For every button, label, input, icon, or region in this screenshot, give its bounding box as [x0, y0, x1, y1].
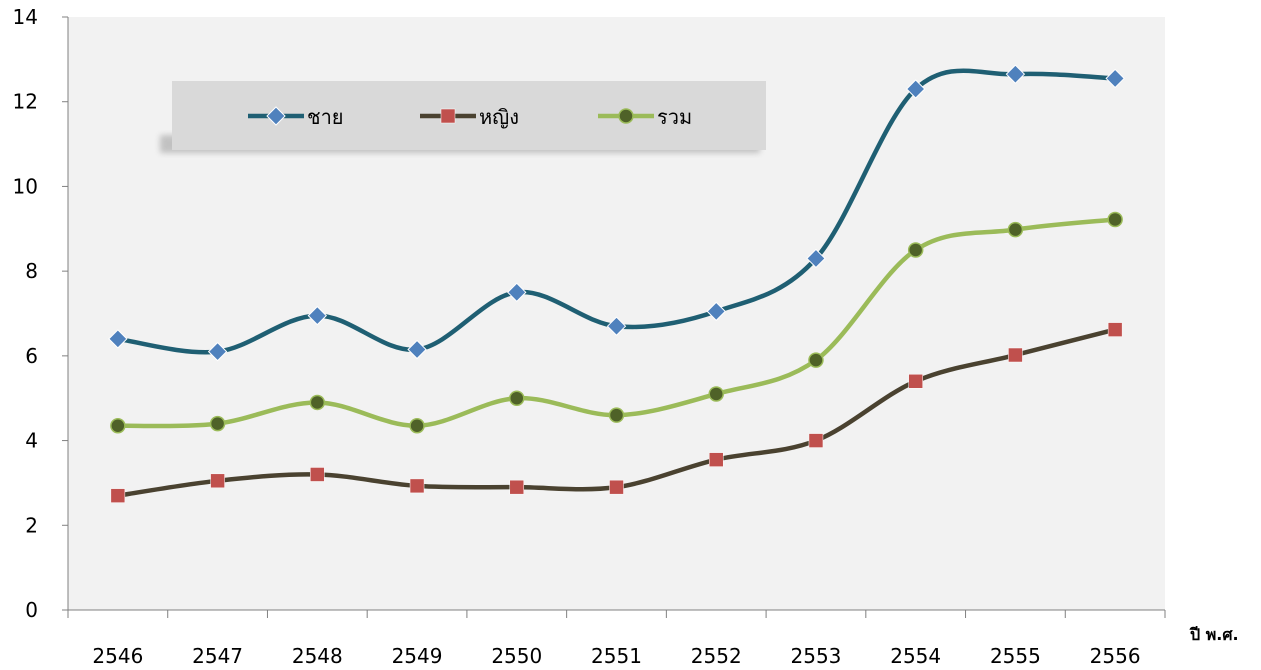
- axes: 0 2 4 6 8 10 12 14 2546 2547 2548 2549 2550 2551 2552 2…: [13, 5, 1166, 668]
- x-tick-label: 2551: [591, 644, 642, 668]
- x-tick-label: 2552: [691, 644, 742, 668]
- y-tick-label: 4: [25, 429, 38, 453]
- data-point: [1005, 64, 1026, 84]
- data-point: [110, 488, 126, 503]
- y-tick-label: 10: [13, 174, 38, 198]
- legend-entry: หญิง: [420, 105, 519, 129]
- legend-entry: ชาย: [248, 105, 344, 129]
- data-point: [507, 282, 527, 303]
- legend-entry: รวม: [598, 105, 692, 129]
- data-point: [808, 433, 824, 448]
- data-point: [509, 390, 525, 406]
- legend-label: หญิง: [479, 105, 519, 129]
- x-tick-label: 2554: [890, 644, 941, 668]
- y-tick-label: 8: [25, 259, 38, 283]
- data-point: [907, 242, 924, 258]
- data-point: [209, 415, 226, 432]
- data-point: [307, 305, 328, 326]
- y-tick-label: 14: [13, 5, 38, 29]
- series-layer: [108, 64, 1125, 503]
- x-tick-label: 2548: [292, 644, 343, 668]
- data-point: [706, 301, 726, 322]
- data-point: [1007, 221, 1024, 238]
- data-point: [310, 467, 325, 482]
- data-point: [207, 341, 228, 362]
- data-point: [509, 479, 525, 495]
- series-0: [108, 64, 1125, 362]
- data-point: [608, 407, 625, 423]
- series-2: [110, 211, 1123, 434]
- data-point: [1008, 347, 1023, 363]
- data-point: [409, 478, 425, 494]
- x-tick-label: 2546: [92, 644, 143, 668]
- legend-label: ชาย: [307, 105, 344, 129]
- legend: ชาย หญิง รวม: [160, 81, 766, 153]
- y-tick-label: 0: [25, 598, 38, 622]
- data-point: [407, 339, 427, 360]
- data-point: [708, 386, 724, 402]
- legend-swatch-marker: [440, 108, 456, 124]
- data-point: [808, 352, 824, 368]
- x-tick-label: 2556: [1090, 644, 1141, 668]
- data-point: [409, 417, 425, 434]
- legend-swatch-marker: [618, 108, 634, 124]
- x-tick-label: 2549: [392, 644, 443, 668]
- x-tick-label: 2547: [192, 644, 243, 668]
- x-tick-label: 2553: [791, 644, 842, 668]
- data-point: [606, 316, 627, 336]
- y-tick-label: 6: [25, 344, 38, 368]
- data-point: [905, 79, 926, 99]
- data-point: [1105, 68, 1125, 89]
- legend-label: รวม: [657, 105, 692, 129]
- data-point: [806, 248, 826, 269]
- series-1: [110, 322, 1123, 503]
- legend-swatch-marker: [266, 106, 286, 126]
- x-axis-unit-label: ปี พ.ศ.: [1189, 625, 1239, 644]
- y-tick-label: 12: [13, 90, 38, 114]
- data-point: [908, 374, 923, 389]
- data-point: [108, 329, 128, 349]
- data-point: [309, 394, 326, 411]
- data-point: [210, 473, 225, 489]
- x-tick-label: 2555: [990, 644, 1041, 668]
- data-point: [1107, 211, 1123, 228]
- data-point: [708, 452, 724, 467]
- data-point: [110, 417, 126, 434]
- data-point: [609, 479, 624, 495]
- data-point: [1107, 322, 1123, 337]
- y-tick-label: 2: [25, 513, 38, 537]
- x-tick-label: 2550: [491, 644, 542, 668]
